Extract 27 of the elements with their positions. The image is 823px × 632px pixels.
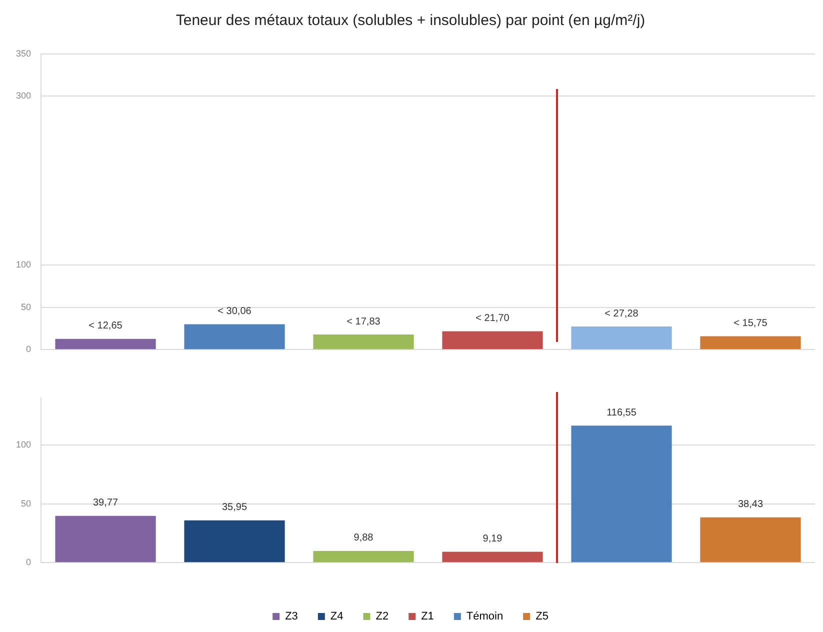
data-label: < 21,70: [476, 313, 510, 324]
data-label: 39,77: [93, 498, 118, 509]
legend-label: Témoin: [466, 610, 504, 623]
y-tick-label: 50: [21, 302, 32, 312]
y-tick-label: 0: [26, 557, 32, 568]
data-label: < 15,75: [734, 318, 768, 330]
legend-label: Z2: [376, 610, 389, 623]
data-label: 9,88: [354, 532, 374, 544]
y-tick-label: 50: [21, 498, 32, 508]
data-label: 35,95: [222, 502, 248, 514]
data-label: 38,43: [738, 499, 764, 510]
data-label: < 12,65: [88, 320, 123, 332]
y-tick-label: 0: [26, 344, 32, 354]
legend-label: Z3: [285, 610, 298, 623]
legend-label: Z1: [421, 610, 434, 623]
data-label: 9,19: [482, 534, 503, 545]
y-tick-label: 300: [16, 90, 32, 101]
legend-label: Z4: [330, 610, 344, 623]
y-tick-label: 100: [16, 260, 32, 270]
data-label: < 30,06: [218, 306, 252, 317]
chart-title: Teneur des métaux totaux (solubles + insolubles) par point (en µg/m²/j): [176, 12, 646, 30]
data-label: < 27,28: [604, 308, 639, 320]
data-label: < 17,83: [346, 316, 381, 328]
legend-label: Z5: [536, 610, 548, 623]
data-label: 116,55: [606, 407, 637, 418]
y-tick-label: 350: [16, 48, 32, 58]
y-tick-label: 100: [16, 440, 32, 450]
